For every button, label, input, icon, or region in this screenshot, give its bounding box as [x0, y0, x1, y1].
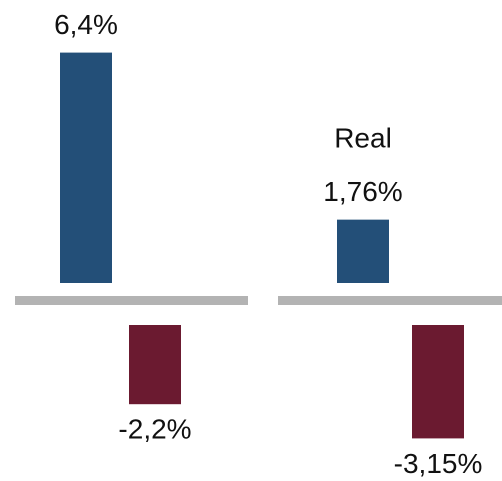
bar	[60, 52, 112, 283]
baseline	[278, 296, 502, 305]
value-label: -3,15%	[394, 448, 483, 479]
bar	[412, 325, 464, 439]
value-label: 6,4%	[54, 9, 118, 40]
value-label: 1,76%	[323, 176, 402, 207]
bar	[337, 219, 389, 283]
baseline	[15, 296, 248, 305]
value-label: -2,2%	[118, 414, 191, 445]
panel-title: Real	[334, 122, 392, 153]
bar	[129, 325, 181, 405]
